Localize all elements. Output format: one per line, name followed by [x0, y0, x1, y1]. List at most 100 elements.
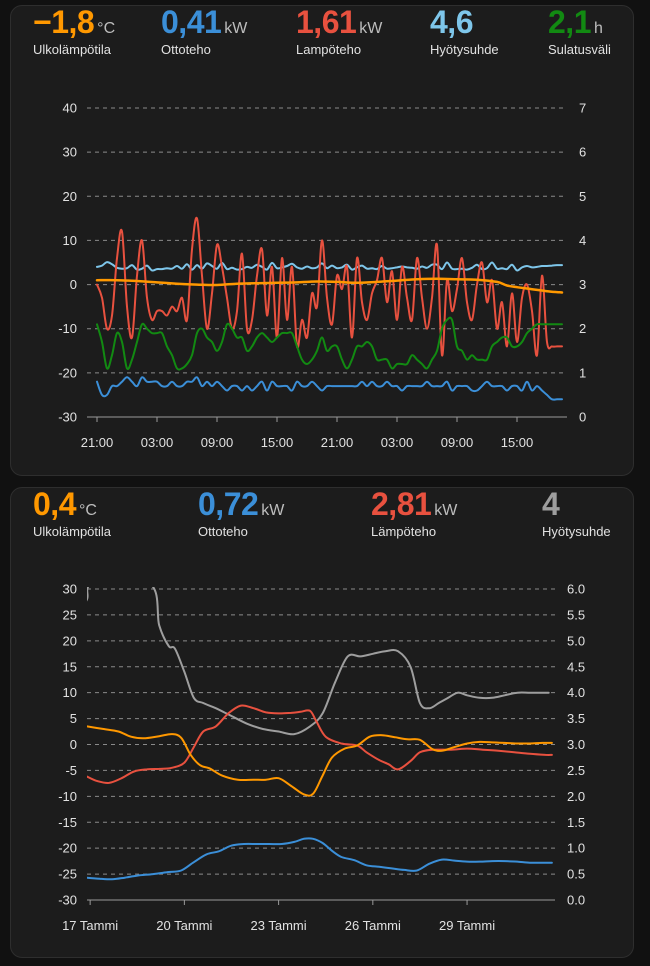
- left-tick-label: 15: [63, 659, 77, 674]
- stat-value: 0,41: [161, 5, 222, 40]
- left-tick-label: -10: [58, 789, 77, 804]
- stat-label: Lampöteho: [296, 42, 362, 57]
- left-tick-label: -30: [58, 410, 77, 425]
- stat-heat-output[interactable]: 1,61 kW Lampöteho: [296, 6, 382, 57]
- left-tick-label: 0: [70, 277, 77, 292]
- right-tick-label: 1.5: [567, 815, 585, 830]
- x-tick-label: 23 Tammi: [251, 918, 307, 933]
- stat-label: Ottoteho: [161, 42, 211, 57]
- right-tick-label: 5.5: [567, 607, 585, 622]
- stat-efficiency[interactable]: 4,6 Hyötysuhde: [430, 6, 499, 57]
- left-tick-label: 5: [70, 711, 77, 726]
- right-tick-label: 2: [579, 321, 586, 336]
- right-tick-label: 6.0: [567, 582, 585, 597]
- series-line-2: [96, 216, 563, 357]
- right-tick-label: 3.5: [567, 711, 585, 726]
- stat-value: 1,61: [296, 5, 357, 40]
- stat-efficiency[interactable]: 4 Hyötysuhde: [542, 488, 611, 539]
- history-chart-48h[interactable]: 40 730 620 510 40 3-10 2-20 1-30 021:00 03:00 09:0…: [11, 6, 633, 475]
- stat-label: Hyötysuhde: [542, 524, 611, 539]
- stat-value: 4: [542, 487, 560, 522]
- right-tick-label: 5: [579, 189, 586, 204]
- stat-unit: h: [593, 20, 603, 37]
- series-line-2: [87, 704, 553, 784]
- right-tick-label: 7: [579, 101, 586, 116]
- right-tick-label: 1.0: [567, 841, 585, 856]
- stat-label: Lämpöteho: [371, 524, 437, 539]
- stat-value: 0,72: [198, 487, 259, 522]
- stat-label: Ottoteho: [198, 524, 248, 539]
- stat-value: −1,8: [33, 5, 95, 40]
- x-tick-label: 03:00: [141, 435, 174, 450]
- stat-heat-output[interactable]: 2,81 kW Lämpöteho: [371, 488, 457, 539]
- stat-unit: kW: [224, 20, 248, 37]
- series-line-1: [96, 261, 563, 272]
- series-line-4: [96, 316, 563, 371]
- x-tick-label: 15:00: [501, 435, 534, 450]
- left-tick-label: 30: [63, 145, 77, 160]
- left-tick-label: -30: [58, 893, 77, 908]
- heat-pump-card-live: −1,8 °C Ulkolämpötila 0,41 kW Ottoteho 1,6…: [10, 5, 634, 476]
- right-tick-label: 2.0: [567, 789, 585, 804]
- series-line-3: [95, 277, 564, 294]
- stat-outdoor-temperature[interactable]: 0,4 °C Ulkolämpötila: [33, 488, 111, 539]
- right-tick-label: 5.0: [567, 633, 585, 648]
- left-tick-label: 30: [63, 582, 77, 597]
- stat-label: Ulkolämpötila: [33, 42, 112, 57]
- stat-value: 4,6: [430, 5, 473, 40]
- x-tick-label: 20 Tammi: [156, 918, 212, 933]
- stat-unit: kW: [434, 502, 458, 519]
- stat-value: 2,81: [371, 487, 432, 522]
- plot-area: [95, 216, 564, 401]
- left-tick-label: -15: [58, 815, 77, 830]
- x-tick-label: 17 Tammi: [62, 918, 118, 933]
- series-line-4: [87, 837, 553, 881]
- left-tick-label: 20: [63, 189, 77, 204]
- left-tick-label: 20: [63, 633, 77, 648]
- stat-unit: °C: [78, 502, 97, 519]
- stat-defrost-interval[interactable]: 2,1 h Sulatusväli: [548, 6, 611, 57]
- series-line-1: [87, 587, 550, 736]
- stat-label: Ulkolämpötila: [33, 524, 112, 539]
- left-tick-label: 0: [70, 737, 77, 752]
- stat-outdoor-temperature[interactable]: −1,8 °C Ulkolämpötila: [33, 6, 115, 57]
- left-tick-label: -25: [58, 867, 77, 882]
- stat-unit: kW: [261, 502, 285, 519]
- right-tick-label: 4.5: [567, 659, 585, 674]
- stat-label: Sulatusväli: [548, 42, 611, 57]
- x-tick-label: 03:00: [381, 435, 414, 450]
- left-tick-label: 25: [63, 607, 77, 622]
- right-tick-label: 0: [579, 410, 586, 425]
- right-tick-label: 4: [579, 233, 586, 248]
- left-tick-label: 10: [63, 685, 77, 700]
- left-tick-label: -20: [58, 365, 77, 380]
- left-tick-label: 40: [63, 101, 77, 116]
- left-tick-label: 10: [63, 233, 77, 248]
- stat-unit: °C: [97, 20, 116, 37]
- x-tick-label: 21:00: [81, 435, 114, 450]
- x-tick-label: 26 Tammi: [345, 918, 401, 933]
- plot-area: [87, 587, 553, 881]
- stat-input-power[interactable]: 0,41 kW Ottoteho: [161, 6, 247, 57]
- right-tick-label: 0.5: [567, 867, 585, 882]
- stat-value: 0,4: [33, 487, 76, 522]
- left-tick-label: -5: [65, 763, 77, 778]
- right-tick-label: 6: [579, 145, 586, 160]
- stat-input-power[interactable]: 0,72 kW Ottoteho: [198, 488, 284, 539]
- right-tick-label: 1: [579, 365, 586, 380]
- right-tick-label: 3: [579, 277, 586, 292]
- series-line-5: [96, 376, 563, 401]
- left-tick-label: -10: [58, 321, 77, 336]
- series-line-3: [87, 725, 553, 797]
- stat-unit: kW: [359, 20, 383, 37]
- history-chart-daily[interactable]: 30 6.0 25 5.5 20 5.0 15 4.5 10 4.0 5 3.5 0 3.0 -5 2.5 -1…: [11, 488, 633, 957]
- stat-value: 2,1: [548, 5, 591, 40]
- left-tick-label: -20: [58, 841, 77, 856]
- heat-pump-card-daily: 0,4 °C Ulkolämpötila 0,72 kW Ottoteho 2,81…: [10, 487, 634, 958]
- x-tick-label: 29 Tammi: [439, 918, 495, 933]
- x-tick-label: 15:00: [261, 435, 294, 450]
- right-tick-label: 4.0: [567, 685, 585, 700]
- x-tick-label: 09:00: [441, 435, 474, 450]
- x-tick-label: 21:00: [321, 435, 354, 450]
- stat-label: Hyötysuhde: [430, 42, 499, 57]
